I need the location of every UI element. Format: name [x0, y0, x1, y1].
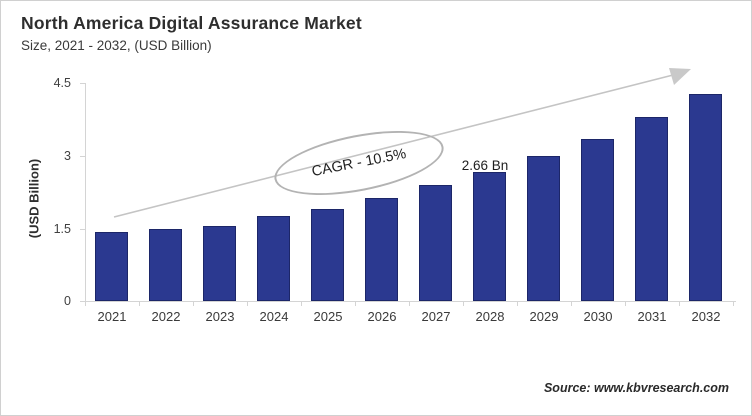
- source-note: Source: www.kbvresearch.com: [543, 381, 729, 395]
- x-tick-mark: [571, 301, 572, 306]
- x-tick-label-2025: 2025: [313, 309, 343, 324]
- y-axis-title: (USD Billion): [26, 158, 42, 239]
- x-axis-line: [85, 301, 736, 302]
- bar-2023[interactable]: [203, 225, 236, 301]
- x-tick-mark: [193, 301, 194, 306]
- chart-subtitle: Size, 2021 - 2032, (USD Billion): [21, 37, 212, 53]
- x-tick-label-2023: 2023: [205, 309, 235, 324]
- x-tick-label-2027: 2027: [421, 309, 451, 324]
- bar-2027[interactable]: [419, 184, 452, 301]
- x-tick-label-2022: 2022: [151, 309, 181, 324]
- x-tick-mark: [247, 301, 248, 306]
- bar-value-label-2028: 2.66 Bn: [461, 158, 509, 173]
- y-axis-line: [85, 83, 86, 302]
- y-tick-mark: [80, 301, 86, 302]
- x-tick-label-2021: 2021: [97, 309, 127, 324]
- y-tick-label: 0: [64, 294, 71, 308]
- x-tick-mark: [409, 301, 410, 306]
- y-tick-label: 1.5: [53, 222, 71, 236]
- bar-2031[interactable]: [635, 117, 668, 301]
- x-tick-mark: [733, 301, 734, 306]
- bar-2022[interactable]: [149, 229, 182, 301]
- bar-2021[interactable]: [95, 232, 128, 301]
- y-tick-mark: [80, 156, 86, 157]
- bar-2030[interactable]: [581, 138, 614, 301]
- x-tick-mark: [463, 301, 464, 306]
- bar-2024[interactable]: [257, 216, 290, 301]
- bar-2032[interactable]: [689, 94, 722, 301]
- x-tick-mark: [139, 301, 140, 306]
- x-tick-label-2028: 2028: [475, 309, 505, 324]
- x-tick-mark: [355, 301, 356, 306]
- x-tick-mark: [679, 301, 680, 306]
- y-tick-mark: [80, 229, 86, 230]
- y-tick-mark: [80, 83, 86, 84]
- title-block: North America Digital Assurance Market S…: [21, 13, 721, 55]
- bar-2025[interactable]: [311, 208, 344, 301]
- x-tick-mark: [625, 301, 626, 306]
- x-tick-mark: [85, 301, 86, 306]
- y-tick-label: 3: [64, 149, 71, 163]
- x-tick-mark: [517, 301, 518, 306]
- x-tick-label-2026: 2026: [367, 309, 397, 324]
- bar-2029[interactable]: [527, 155, 560, 301]
- bar-2026[interactable]: [365, 197, 398, 301]
- page-title: North America Digital Assurance Market: [21, 13, 362, 33]
- bar-2028[interactable]: [473, 172, 506, 301]
- x-tick-mark: [301, 301, 302, 306]
- x-tick-label-2030: 2030: [583, 309, 613, 324]
- x-tick-label-2032: 2032: [691, 309, 721, 324]
- x-tick-label-2024: 2024: [259, 309, 289, 324]
- x-tick-label-2031: 2031: [637, 309, 667, 324]
- y-tick-label: 4.5: [53, 76, 71, 90]
- x-tick-label-2029: 2029: [529, 309, 559, 324]
